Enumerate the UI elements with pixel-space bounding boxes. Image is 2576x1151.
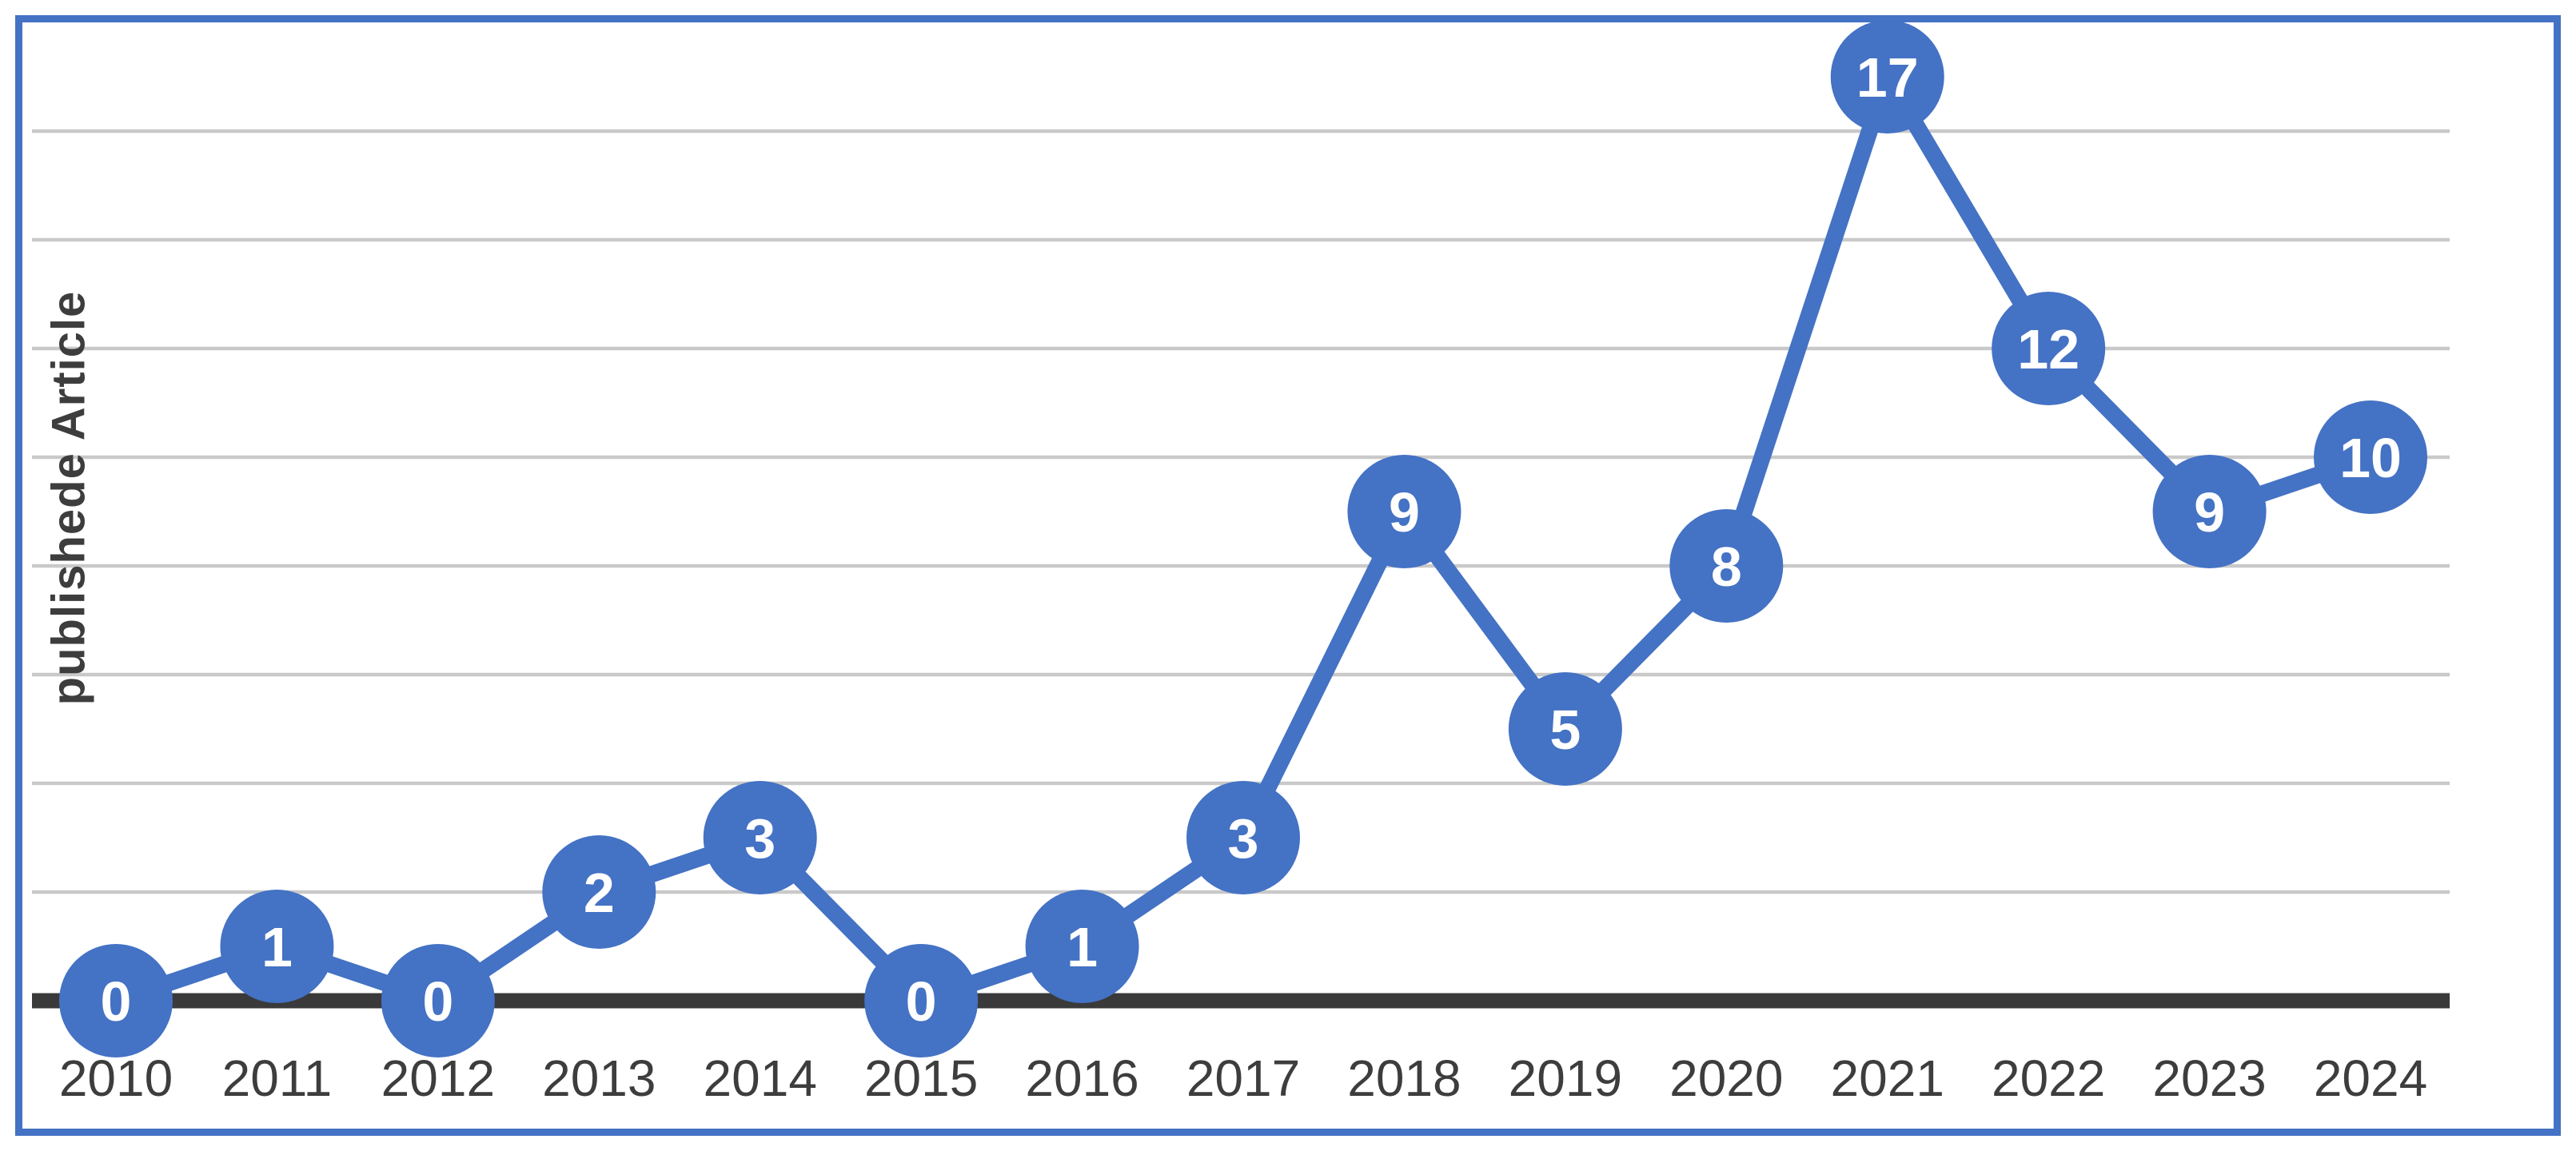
data-point-label-2011: 1 [261,916,293,978]
data-point-marker-2021 [1830,20,1944,133]
x-tick-label-2022: 2022 [1992,1049,2105,1107]
data-point-label-2022: 12 [2017,318,2080,380]
x-tick-label-2018: 2018 [1347,1049,1461,1107]
data-point-label-2018: 9 [1389,481,1420,544]
data-point-label-2020: 8 [1711,536,1742,598]
data-point-marker-2022 [1992,292,2106,405]
data-point-marker-2020 [1669,509,1784,623]
data-point-marker-2014 [703,781,817,894]
data-point-marker-2018 [1347,455,1461,568]
x-tick-label-2021: 2021 [1831,1049,1944,1107]
data-point-label-2016: 1 [1067,916,1098,978]
data-point-marker-2019 [1508,672,1622,786]
data-point-marker-2012 [381,944,495,1057]
y-axis-title: publishede Article [42,290,95,706]
x-tick-label-2023: 2023 [2152,1049,2266,1107]
data-point-label-2014: 3 [744,807,776,870]
data-point-label-2019: 5 [1549,699,1581,761]
x-tick-label-2013: 2013 [542,1049,656,1107]
data-point-label-2024: 10 [2339,427,2402,489]
data-point-marker-2013 [542,835,656,949]
data-point-label-2023: 9 [2194,481,2225,544]
data-point-label-2013: 2 [584,862,615,924]
x-tick-label-2016: 2016 [1025,1049,1138,1107]
data-point-label-2012: 0 [422,970,453,1033]
x-tick-label-2019: 2019 [1509,1049,1622,1107]
data-point-marker-2023 [2152,455,2267,568]
chart-border [15,15,2561,1136]
data-point-marker-2017 [1186,781,1301,894]
data-point-marker-2010 [59,944,173,1057]
data-point-label-2017: 3 [1228,807,1259,870]
data-point-marker-2011 [220,890,334,1003]
data-point-label-2021: 17 [1856,46,1919,109]
x-tick-label-2024: 2024 [2314,1049,2427,1107]
x-tick-label-2015: 2015 [864,1049,978,1107]
data-point-label-2010: 0 [101,970,132,1033]
x-tick-label-2012: 2012 [381,1049,495,1107]
x-tick-label-2017: 2017 [1186,1049,1300,1107]
data-point-marker-2024 [2314,400,2428,514]
data-point-marker-2016 [1025,890,1139,1003]
x-tick-label-2010: 2010 [59,1049,173,1107]
data-point-marker-2015 [864,944,979,1057]
x-tick-label-2020: 2020 [1669,1049,1783,1107]
x-tick-label-2011: 2011 [222,1049,333,1107]
data-point-label-2015: 0 [906,970,937,1033]
x-tick-label-2014: 2014 [704,1049,817,1107]
